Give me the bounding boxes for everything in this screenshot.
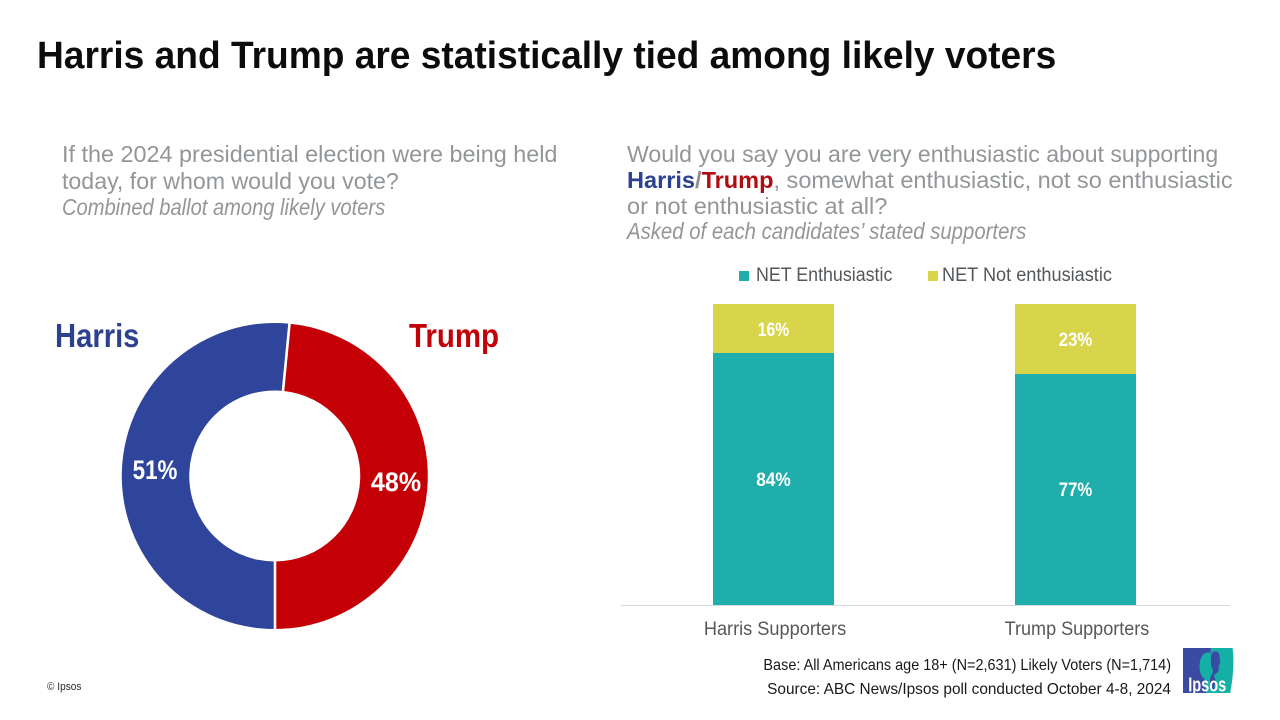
svg-text:Ipsos: Ipsos [1188,675,1226,693]
